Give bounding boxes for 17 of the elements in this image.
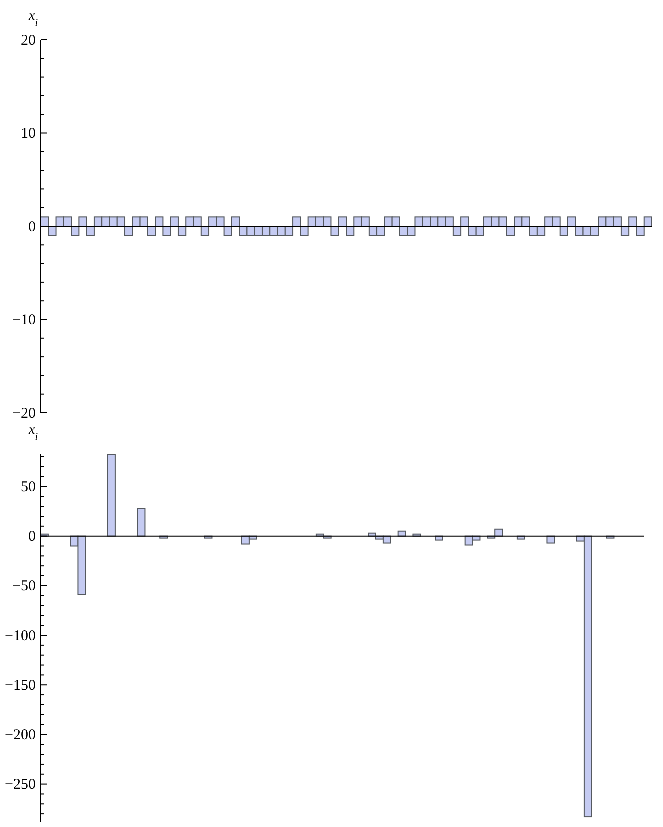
y-tick-label: −250 <box>5 777 36 794</box>
y-tick-label: −10 <box>12 312 36 329</box>
y-tick-label: −50 <box>12 578 36 595</box>
y-tick-label: −20 <box>12 406 36 422</box>
bar <box>137 508 146 537</box>
y-tick-label: 50 <box>21 480 36 496</box>
y-axis-title: x$_{i}$ <box>28 423 38 442</box>
y-axis-title: x$_{i}$ <box>28 9 38 28</box>
y-tick-label: −200 <box>5 728 36 744</box>
y-tick-label: 0 <box>28 529 36 546</box>
y-tick-label: 10 <box>21 126 36 142</box>
y-tick-label: −100 <box>5 628 36 644</box>
y-tick-label: −150 <box>5 678 36 694</box>
bar <box>546 536 556 544</box>
y-tick-label: 0 <box>28 219 36 236</box>
bar <box>108 454 116 537</box>
y-tick-label: 20 <box>21 32 36 49</box>
